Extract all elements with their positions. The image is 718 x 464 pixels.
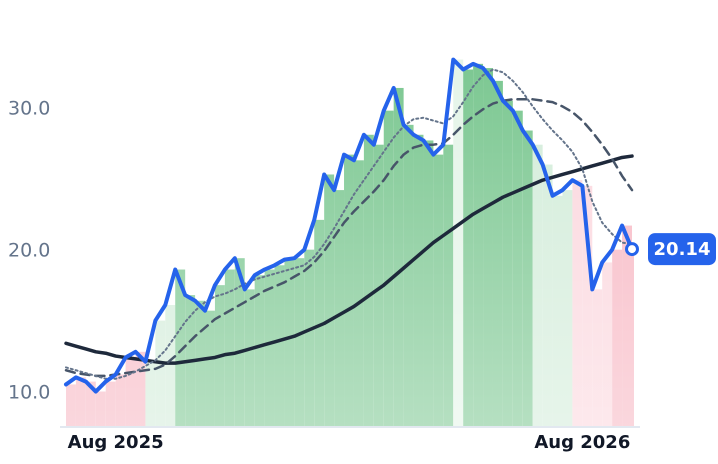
series-line [64, 154, 634, 365]
x-tick-label: Aug 2025 [68, 432, 164, 453]
area-fade [66, 40, 634, 427]
line-layer: 20.14 [64, 57, 716, 394]
last-point [625, 242, 639, 257]
label-layer: 10.0 20.0 30.0 Aug 2025 Aug 2026 [8, 98, 630, 453]
series-line [65, 68, 633, 380]
x-tick-label: Aug 2026 [534, 432, 630, 453]
y-tick-label: 20.0 [8, 240, 50, 262]
y-tick-label: 30.0 [8, 98, 50, 120]
last-value-badge [648, 233, 716, 266]
last-value-label: 20.14 [654, 239, 711, 260]
series-line [64, 57, 634, 394]
series-line [64, 98, 634, 378]
y-tick-label: 10.0 [8, 381, 50, 403]
